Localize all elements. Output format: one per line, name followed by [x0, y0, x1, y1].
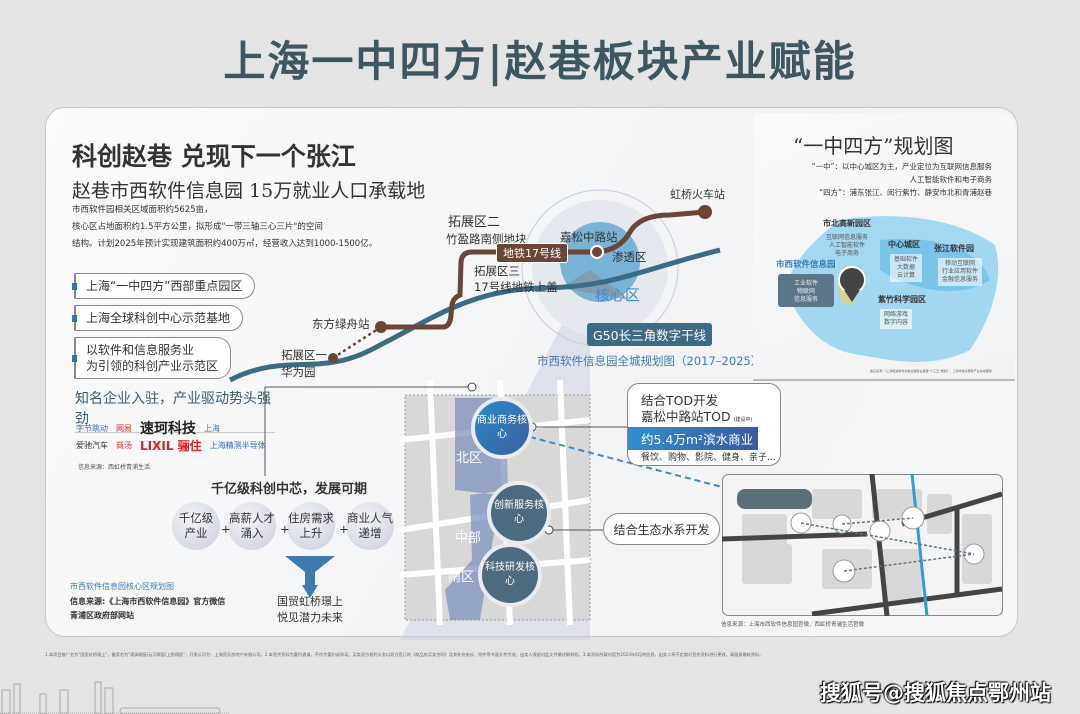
hongqiao-station: 虹桥火车站 [670, 188, 725, 201]
chip-heading: 千亿级科创中芯，发展可期 [211, 482, 368, 497]
tod-items: 餐饮、购物、影院、健身、亲子... [641, 453, 776, 463]
area-desc: 移动互联网 行业应用软件 金融信息服务 [938, 258, 983, 286]
factor-circle: 高薪人才 涌入 [228, 502, 276, 550]
plan-source: 信息来源：《上海促进软件和信息服务业发展“十三五”规划》、上海市信息服务产业基地… [870, 369, 992, 373]
location-pin-icon [838, 266, 866, 294]
plan-caption: 市西软件信息园全城规划图（2017–2025） [537, 354, 763, 368]
heading: 科创赵巷 兑现下一个张江 [72, 142, 356, 171]
logos-source: 信息来源：西虹桥青浦生活 [78, 464, 151, 471]
companies-heading: 知名企业入驻，产业驱动势头强劲 [75, 388, 275, 433]
logo-row: 字节跳动 网易 速珂科技 上海 [76, 418, 220, 438]
area-desc: 基础软件 大数据 云计算 [890, 254, 923, 282]
logo-sensetime: 商汤 [116, 441, 132, 450]
station-dot [375, 321, 387, 333]
local-map [722, 474, 1003, 616]
plan-desc: “一中”：以中心城区为主，产业定位为互联网信息服务 人工智能软件和电子商务 “四方”… [811, 162, 992, 197]
logo-row: 爱驰汽车 商汤 LIXIL 骊住 上海精测半导体 [76, 437, 266, 454]
factor-circle: 千亿级 产业 [172, 502, 220, 550]
funnel-icon [285, 556, 335, 585]
ext2-sub: 竹盈路南侧地块 [446, 232, 527, 246]
page-title: 上海一中四方|赵巷板块产业赋能 [223, 37, 857, 86]
core-plan-source: 信息来源:《上海市西软件信息园》官方微信 青浦区政府部网站 [70, 597, 226, 620]
north-zone: 北区 [456, 451, 483, 466]
feature-pill: 以软件和信息服务业 为引领的科创产业示范区 [71, 337, 232, 379]
south-zone: 南区 [448, 570, 475, 585]
line17-badge: 地铁17号线 [496, 243, 568, 263]
station-dot [698, 205, 712, 219]
intro-line: 结构。计划2025年预计实现建筑面积约400万㎡，经营收入达到1000-1500… [72, 239, 378, 249]
logo-precision: 上海精测半导体 [209, 441, 266, 450]
area-desc: 互联网信息服务 人工智能软件 电子商务 [826, 234, 869, 257]
skyline-icon [0, 681, 230, 714]
area-desc: 工业软件 物联网 信息服务 [778, 274, 834, 307]
footer-disclaimer: 1.本项目推广名为"国贸虹桥璟上"，备案名为"观澜璟庭/云河璟庭/上悦璟庭"；开… [45, 652, 764, 657]
ext1-sub: 华为园 [281, 365, 316, 379]
tod-box: 结合TOD开发 嘉松中路站TOD (建设中) 约5.4万m²滨水商业 餐饮、购物、… [627, 383, 781, 466]
logo-bytedance: 字节跳动 [76, 423, 108, 433]
area-name: 市北高新园区 [823, 219, 871, 228]
ext1-label: 拓展区一 [281, 348, 327, 362]
eco-box: 结合生态水系开发 [603, 513, 720, 545]
ext2-label: 拓展区二 [448, 215, 501, 230]
plus-sign: + [339, 522, 349, 536]
station-dot [590, 245, 604, 259]
watermark: 搜狐号@搜狐焦点鄂州站 [820, 681, 1051, 705]
feature-pill: 上海“一中四方”西部重点园区 [71, 273, 256, 299]
core-plan-title: 市西软件信息园核心区规划图 [70, 582, 174, 591]
logo-lixil: LIXIL 骊住 [140, 439, 202, 453]
innovation-core: 创新服务核心 [487, 481, 551, 545]
ext3-label: 拓展区三 [474, 264, 520, 278]
logo-suke: 速珂科技 [140, 421, 196, 437]
station-dot [328, 353, 338, 363]
factor-circle: 商业人气 递增 [346, 502, 394, 550]
area-desc: 网络游戏 数字内容 [880, 309, 913, 329]
intro-paragraph: 市西软件园相关区域面积约5625亩， 核心区占地面积约1.5平方公里，拟形成"一… [72, 202, 377, 253]
dongfang-station: 东方绿舟站 [312, 317, 370, 331]
tod-highlight: 约5.4万m²滨水商业 [628, 427, 758, 450]
logo-netease: 网易 [116, 423, 132, 433]
tech-core: 科技研发核心 [478, 543, 542, 607]
tod-line1: 结合TOD开发 [641, 393, 719, 408]
area-name: 中心城区 [888, 240, 920, 249]
area-name: 紫竹科学园区 [878, 295, 926, 304]
jiasong-station: 嘉松中路站 [560, 230, 618, 244]
area-name: 张江软件园 [934, 244, 974, 253]
chip-result: 国贸虹桥璟上 悦见潜力未来 [277, 595, 343, 624]
factor-circle: 住房需求 上升 [287, 502, 335, 550]
plus-sign: + [280, 522, 290, 536]
middle-zone: 中部 [455, 531, 482, 546]
intro-line: 核心区占地面积约1.5平方公里，拟形成"一带三轴三心三片"的空间 [72, 222, 323, 232]
plan-title: “一中四方”规划图 [793, 134, 954, 158]
subheading: 赵巷市西软件信息园 15万就业人口承载地 [72, 180, 426, 202]
seep-zone: 渗透区 [612, 250, 647, 264]
area-name: 市西软件信息园 [776, 260, 836, 270]
g50-badge: G50长三角数字干线 [587, 323, 713, 346]
tod-line2: 嘉松中路站TOD (建设中) [641, 409, 753, 424]
project-logo [737, 489, 812, 509]
commercial-core: 商业商务核心 [471, 397, 533, 459]
halo-ring [521, 189, 679, 347]
core-zone: 核心区 [595, 286, 641, 304]
feature-pill: 上海全球科创中心示范基地 [71, 305, 244, 331]
logo-shanghai: 上海 [204, 423, 220, 433]
plus-sign: + [221, 522, 231, 536]
ext3-sub: 17号线地铁上盖 [474, 280, 558, 294]
logo-aiways: 爱驰汽车 [76, 441, 108, 450]
intro-line: 市西软件园相关区域面积约5625亩， [72, 205, 213, 215]
metro-line-17 [381, 209, 706, 330]
local-map-source: 信息来源：上海市西软件信息园官微、西虹桥青浦生活官微 [721, 622, 865, 628]
